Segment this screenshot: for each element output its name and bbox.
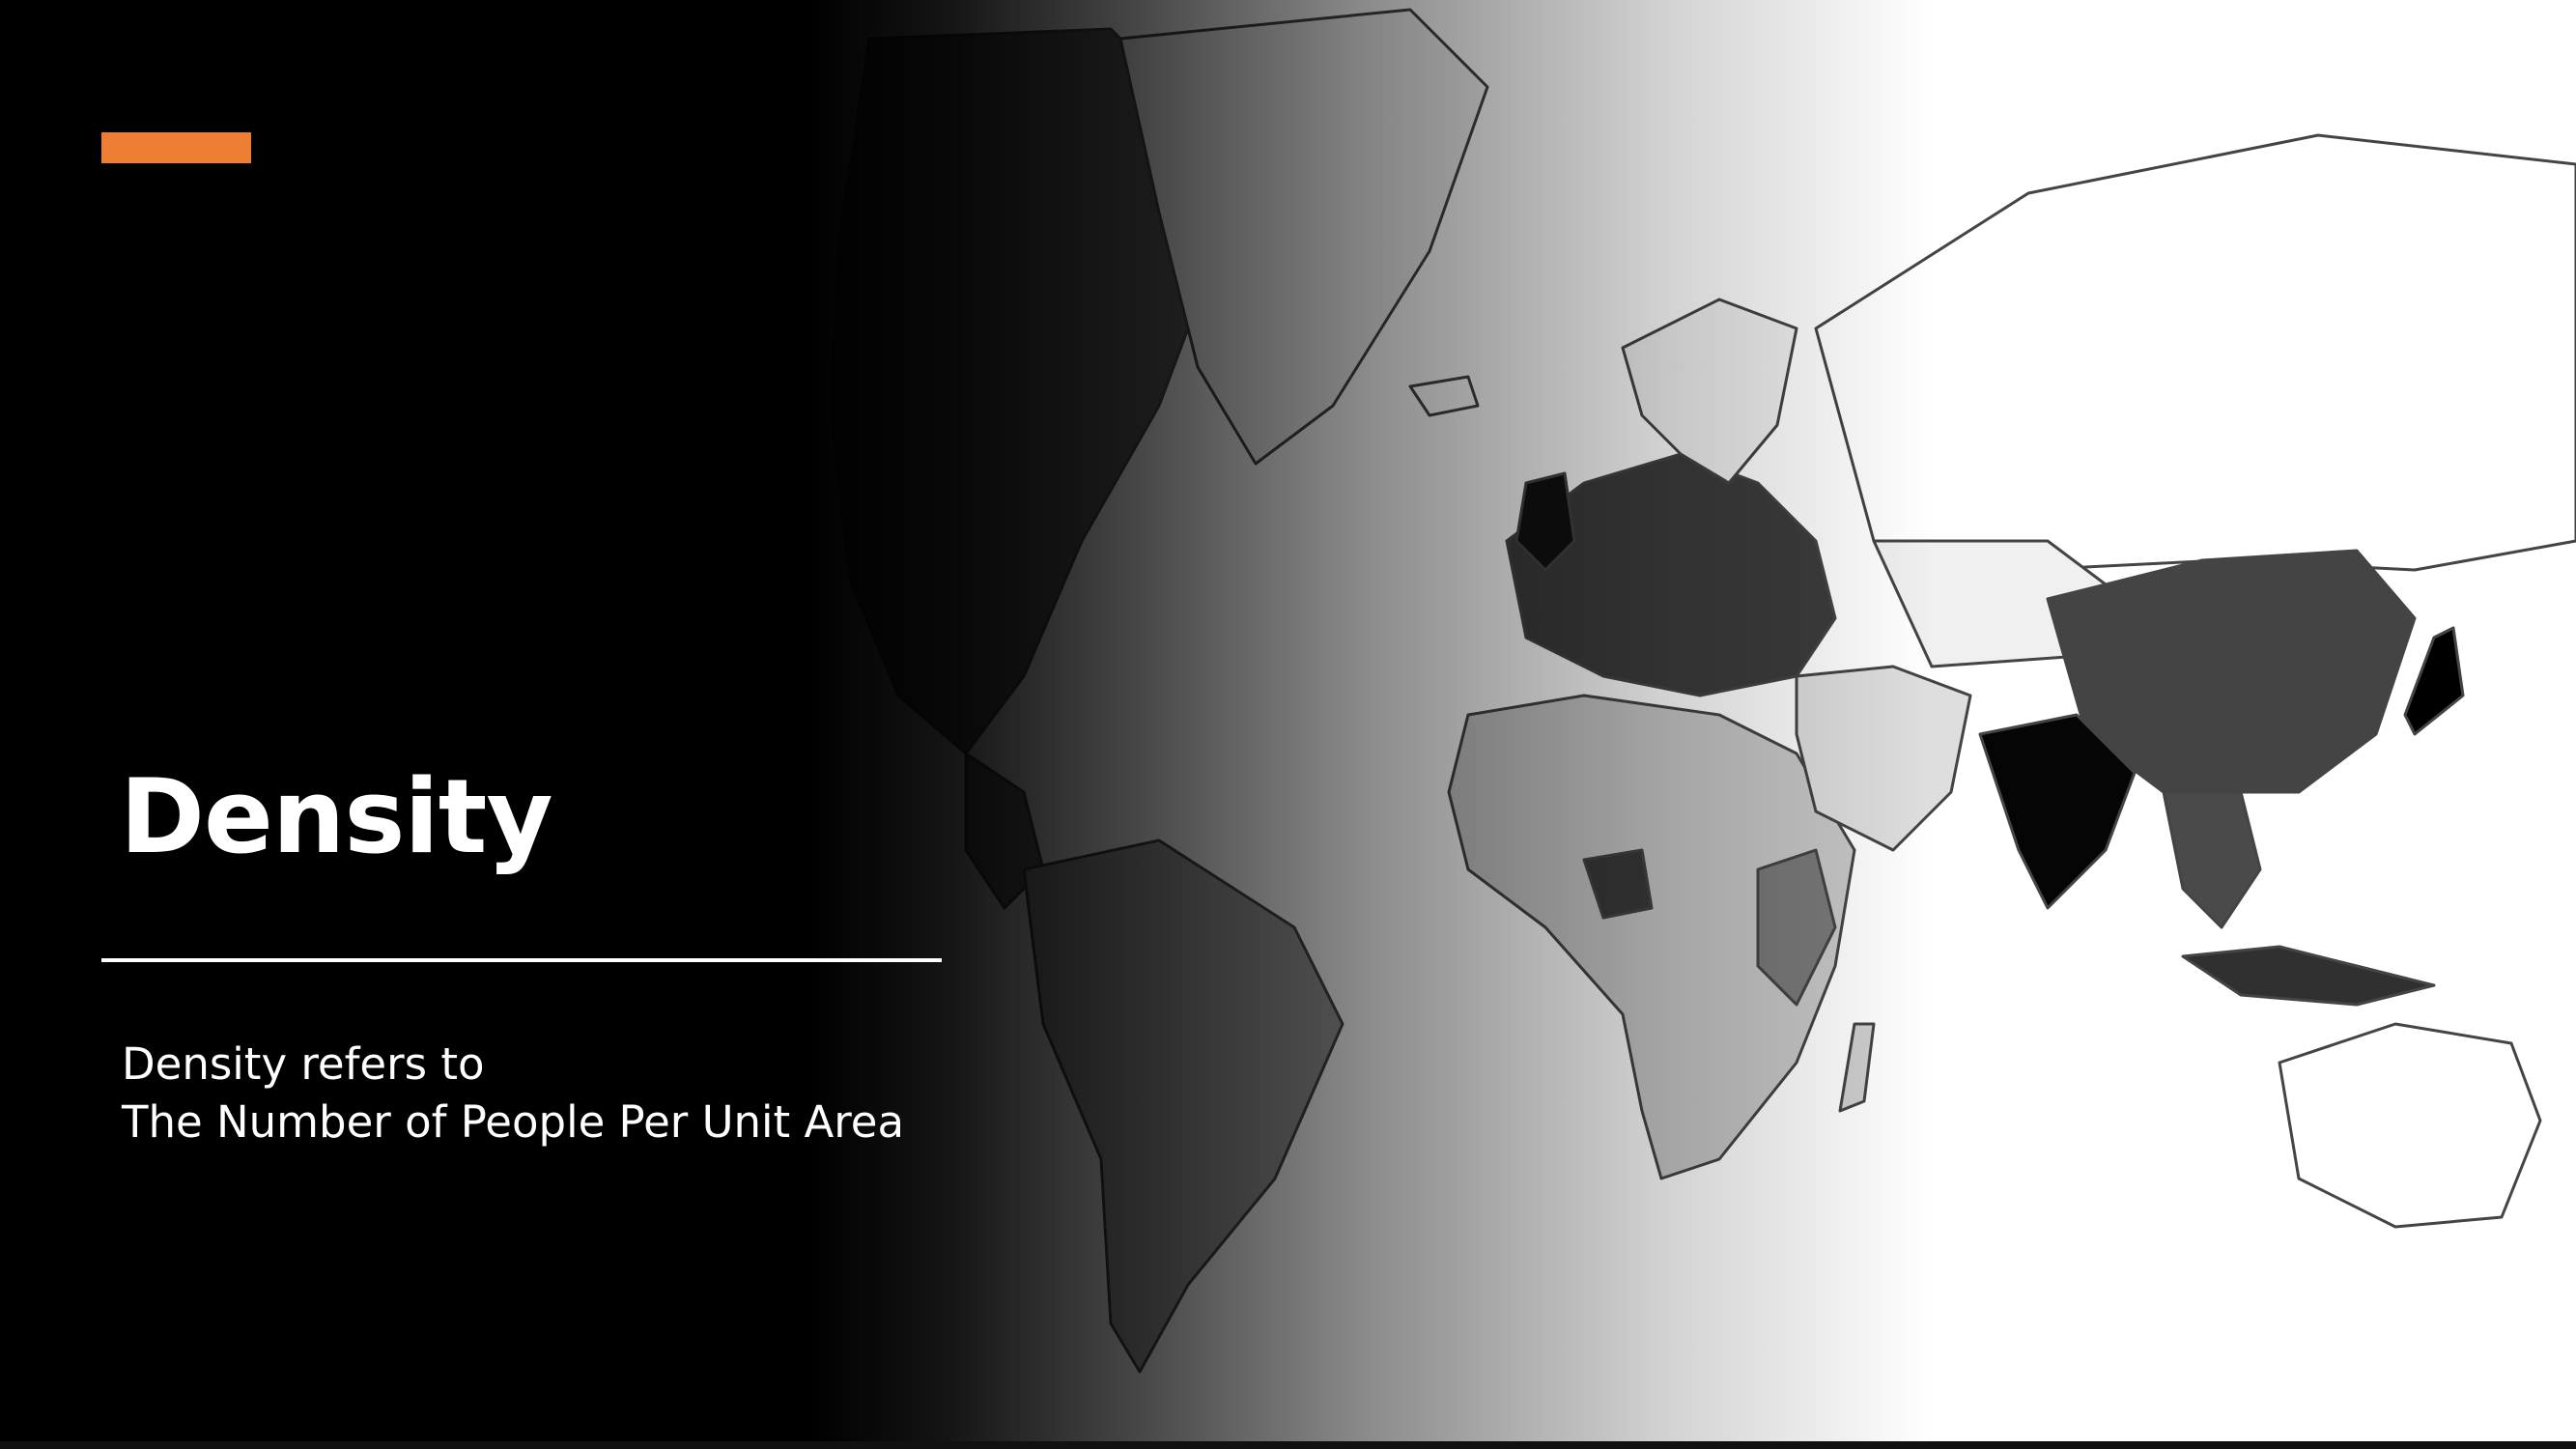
- slide-title: Density: [120, 757, 553, 876]
- subtitle-line-2: The Number of People Per Unit Area: [122, 1096, 905, 1148]
- accent-bar: [101, 132, 251, 163]
- title-divider: [101, 958, 942, 962]
- slide-subtitle: Density refers to The Number of People P…: [122, 1036, 904, 1151]
- bottom-edge: [0, 1441, 2576, 1449]
- subtitle-line-1: Density refers to: [122, 1038, 485, 1090]
